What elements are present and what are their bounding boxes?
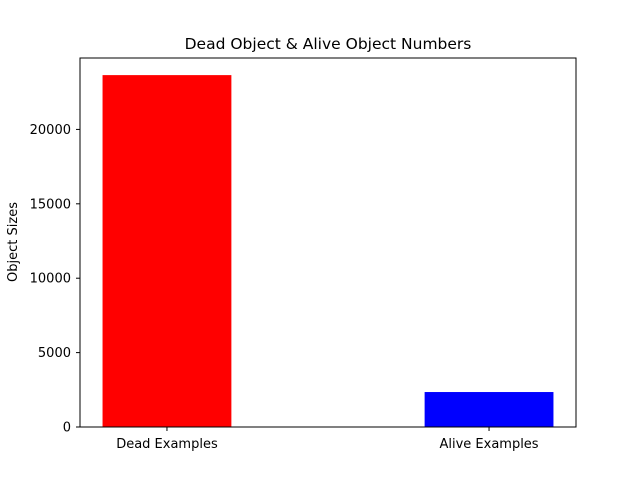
x-tick-label: Alive Examples bbox=[439, 437, 538, 452]
y-axis-ticks: 0 5000 10000 15000 20000 bbox=[30, 123, 80, 436]
y-tick-label: 15000 bbox=[30, 197, 71, 212]
plot-frame bbox=[79, 57, 577, 428]
y-axis-label: Object Sizes bbox=[6, 202, 21, 282]
chart-title: Dead Object & Alive Object Numbers bbox=[185, 35, 472, 53]
x-axis-ticks: Dead Examples Alive Examples bbox=[116, 427, 539, 452]
bar-dead-examples bbox=[102, 75, 232, 427]
bar-alive-examples bbox=[424, 392, 554, 427]
y-tick-label: 10000 bbox=[30, 272, 71, 287]
y-tick-label: 5000 bbox=[38, 346, 71, 361]
y-tick-label: 20000 bbox=[30, 123, 71, 138]
bars-group bbox=[102, 75, 554, 427]
y-tick-label: 0 bbox=[63, 421, 71, 436]
x-tick-label: Dead Examples bbox=[116, 437, 218, 452]
